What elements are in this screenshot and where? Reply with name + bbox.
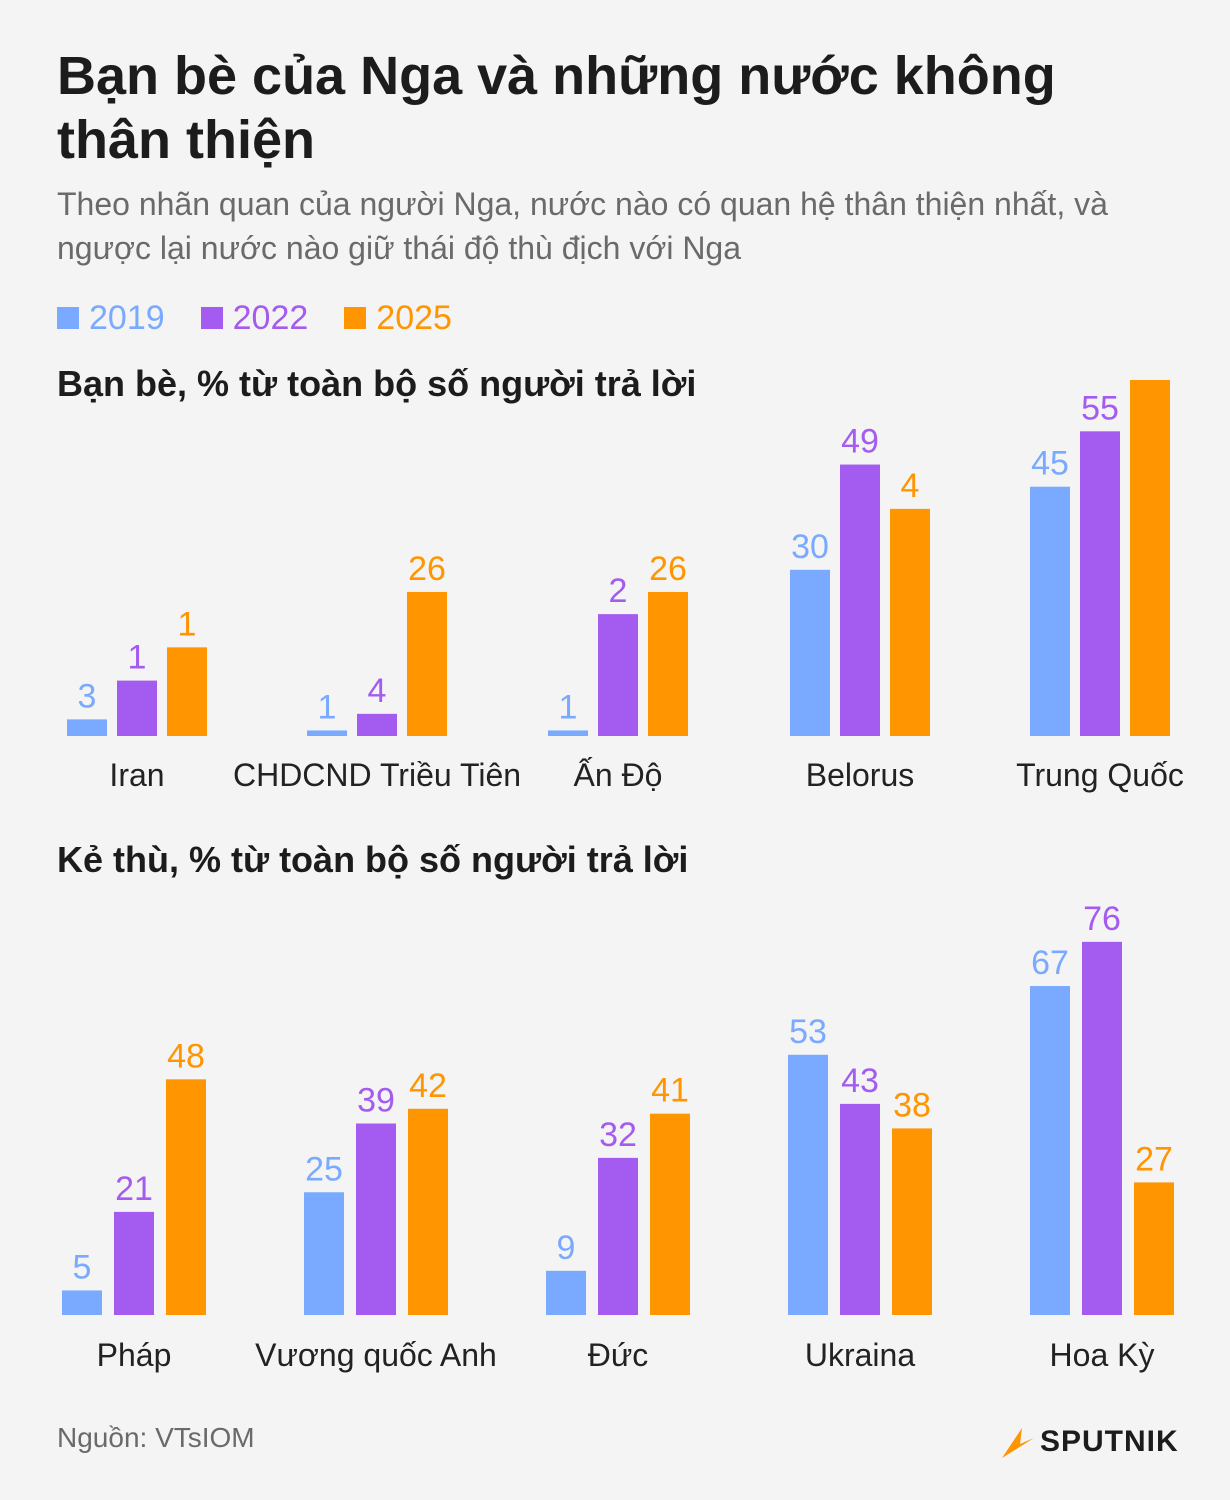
bar-friends-4-2025: [1130, 380, 1170, 736]
bar-friends-1-2019: [307, 730, 347, 736]
legend-label-2019: 2019: [89, 299, 165, 337]
category-label-enemies-0: Pháp: [97, 1337, 172, 1373]
data-label-enemies-3-2025: 38: [893, 1086, 931, 1124]
data-label-enemies-4-2019: 67: [1031, 944, 1069, 982]
data-label-friends-2-2022: 2: [609, 572, 628, 610]
data-label-friends-0-2025: 1: [178, 605, 197, 643]
sputnik-logo: SPUTNIK: [1000, 1420, 1179, 1464]
bar-enemies-1-2025: [408, 1108, 448, 1315]
legend-item-2019: 2019: [57, 298, 165, 338]
bar-enemies-0-2025: [166, 1079, 206, 1315]
data-label-friends-1-2019: 1: [318, 688, 337, 726]
bar-enemies-4-2019: [1030, 986, 1070, 1315]
bar-friends-0-2022: [117, 680, 157, 736]
bar-friends-3-2019: [790, 569, 830, 736]
friends-section-title: Bạn bè, % từ toàn bộ số người trả lời: [57, 363, 697, 404]
data-label-friends-2-2019: 1: [559, 688, 578, 726]
bar-enemies-1-2022: [356, 1123, 396, 1315]
legend-item-2025: 2025: [344, 298, 452, 338]
enemies-section-title: Kẻ thù, % từ toàn bộ số người trả lời: [57, 839, 689, 880]
category-label-friends-4: Trung Quốc: [1016, 757, 1184, 793]
data-label-friends-2-2025: 26: [649, 550, 687, 588]
category-label-enemies-3: Ukraina: [805, 1337, 915, 1373]
data-label-enemies-0-2022: 21: [115, 1170, 153, 1208]
category-label-friends-3: Belorus: [806, 757, 915, 793]
enemies-chart: 5 21 48 Pháp 25 39 42 Vương quốc Anh 9 32 41 Đức 53 4…: [62, 900, 1174, 1373]
data-label-friends-4-2019: 45: [1031, 445, 1069, 483]
legend: 2019 2022 2025: [57, 298, 452, 338]
data-label-friends-3-2025: 4: [901, 467, 920, 505]
chart-subtitle: Theo nhãn quan của người Nga, nước nào c…: [57, 186, 1108, 266]
bar-enemies-0-2019: [62, 1290, 102, 1315]
data-label-enemies-1-2019: 25: [305, 1150, 343, 1188]
bar-enemies-4-2025: [1134, 1182, 1174, 1315]
bar-enemies-3-2022: [840, 1103, 880, 1315]
legend-label-2022: 2022: [232, 299, 309, 337]
data-label-enemies-4-2022: 76: [1083, 900, 1121, 938]
legend-swatch-2022: [200, 307, 223, 329]
bar-friends-1-2025: [407, 591, 447, 736]
bar-friends-2-2019: [548, 730, 588, 736]
category-label-friends-0: Iran: [109, 757, 164, 793]
bar-enemies-0-2022: [114, 1211, 154, 1315]
data-label-friends-0-2019: 3: [78, 677, 97, 715]
data-label-enemies-1-2025: 42: [409, 1067, 447, 1105]
data-label-enemies-1-2022: 39: [357, 1082, 395, 1120]
data-label-friends-3-2022: 49: [841, 423, 879, 461]
legend-label-2025: 2025: [376, 299, 452, 337]
data-label-enemies-0-2025: 48: [167, 1037, 205, 1075]
category-label-enemies-4: Hoa Kỳ: [1050, 1337, 1155, 1373]
sputnik-logo-icon: [1002, 1428, 1034, 1458]
data-label-enemies-3-2019: 53: [789, 1013, 827, 1051]
bar-friends-0-2019: [67, 719, 107, 736]
bar-friends-2-2025: [648, 591, 688, 736]
data-label-friends-3-2019: 30: [791, 528, 829, 566]
bar-friends-0-2025: [167, 647, 207, 736]
bar-friends-4-2022: [1080, 431, 1120, 736]
bar-friends-2-2022: [598, 614, 638, 736]
source-note: Nguồn: VTsIOM: [57, 1422, 255, 1453]
category-label-friends-2: Ấn Độ: [574, 757, 663, 793]
data-label-enemies-2-2022: 32: [599, 1116, 637, 1154]
data-label-enemies-3-2022: 43: [841, 1062, 879, 1100]
data-label-enemies-2-2019: 9: [557, 1229, 576, 1267]
category-label-friends-1: CHDCND Triều Tiên: [233, 757, 521, 793]
bar-friends-3-2025: [890, 508, 930, 736]
bar-friends-1-2022: [357, 713, 397, 736]
bar-friends-4-2019: [1030, 486, 1070, 736]
data-label-enemies-2-2025: 41: [651, 1072, 689, 1110]
bar-enemies-1-2019: [304, 1192, 344, 1315]
data-label-friends-1-2025: 26: [408, 550, 446, 588]
bar-enemies-3-2025: [892, 1128, 932, 1315]
chart-title: Bạn bè của Nga và những nước không thân …: [57, 46, 1056, 170]
bar-enemies-3-2019: [788, 1054, 828, 1315]
category-label-enemies-1: Vương quốc Anh: [255, 1337, 497, 1373]
legend-swatch-2019: [57, 307, 79, 329]
legend-swatch-2025: [344, 307, 367, 329]
data-label-enemies-4-2025: 27: [1135, 1140, 1173, 1178]
bar-enemies-4-2022: [1082, 941, 1122, 1315]
data-label-friends-4-2022: 55: [1081, 389, 1119, 427]
legend-item-2022: 2022: [200, 298, 309, 338]
data-label-enemies-0-2019: 5: [73, 1248, 92, 1286]
data-label-friends-1-2022: 4: [368, 672, 387, 710]
bar-enemies-2-2022: [598, 1157, 638, 1315]
data-label-friends-0-2022: 1: [128, 639, 147, 677]
bar-enemies-2-2025: [650, 1113, 690, 1315]
category-label-enemies-2: Đức: [588, 1337, 649, 1373]
bar-enemies-2-2019: [546, 1270, 586, 1315]
bar-friends-3-2022: [840, 464, 880, 736]
logo-text: SPUTNIK: [1040, 1425, 1179, 1458]
